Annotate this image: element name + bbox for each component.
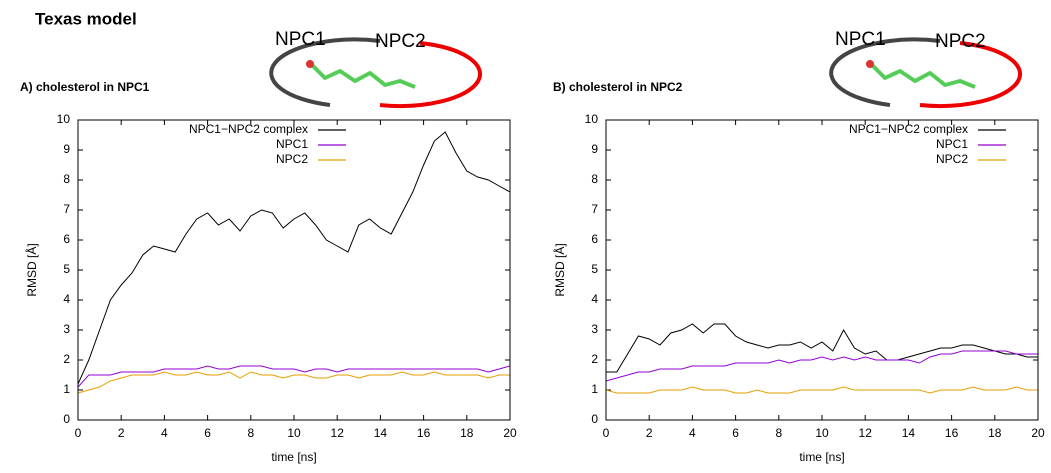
oxygen-atom <box>306 60 314 68</box>
diagram-label: NPC2 <box>375 31 426 52</box>
x-tick-label: 12 <box>331 426 345 440</box>
x-tick-label: 2 <box>118 426 125 440</box>
x-tick-label: 6 <box>732 426 739 440</box>
y-tick-label: 1 <box>63 382 70 396</box>
y-tick-label: 2 <box>63 352 70 366</box>
y-tick-label: 10 <box>57 112 71 126</box>
y-tick-label: 9 <box>591 142 598 156</box>
plot-frame <box>605 119 1039 421</box>
y-tick-label: 1 <box>591 382 598 396</box>
x-tick-label: 4 <box>689 426 696 440</box>
y-tick-label: 9 <box>63 142 70 156</box>
x-tick-label: 8 <box>775 426 782 440</box>
y-tick-label: 7 <box>591 202 598 216</box>
x-tick-label: 18 <box>460 426 474 440</box>
legend-label: NPC2 <box>936 152 968 166</box>
series-line <box>77 131 511 385</box>
oxygen-atom <box>866 60 874 68</box>
molecule <box>310 63 416 89</box>
series-line <box>77 371 510 394</box>
x-axis-label: time [ns] <box>799 450 844 464</box>
y-tick-label: 2 <box>591 352 598 366</box>
x-tick-label: 0 <box>603 426 610 440</box>
series-line <box>606 323 1038 373</box>
y-axis-label: RMSD [Å] <box>24 243 39 296</box>
panel-title: A) cholesterol in NPC1 <box>20 80 150 94</box>
series-line <box>605 386 1038 394</box>
y-tick-label: 10 <box>585 112 599 126</box>
y-tick-label: 7 <box>63 202 70 216</box>
legend-label: NPC1 <box>276 137 308 151</box>
y-tick-label: 0 <box>63 412 70 426</box>
npc1-arc <box>269 37 381 107</box>
series-line <box>77 365 511 388</box>
x-tick-label: 4 <box>161 426 168 440</box>
y-tick-label: 4 <box>63 292 70 306</box>
npc2-arc <box>379 41 483 109</box>
y-tick-label: 0 <box>591 412 598 426</box>
y-tick-label: 6 <box>591 232 598 246</box>
y-tick-label: 3 <box>591 322 598 336</box>
y-tick-label: 5 <box>591 262 598 276</box>
legend-label: NPC1−NPC2 complex <box>849 122 968 136</box>
x-tick-label: 10 <box>287 426 301 440</box>
x-tick-label: 6 <box>204 426 211 440</box>
x-tick-label: 12 <box>859 426 873 440</box>
y-axis-label: RMSD [Å] <box>552 243 567 296</box>
npc2-arc <box>919 41 1023 109</box>
y-tick-label: 6 <box>63 232 70 246</box>
legend-label: NPC2 <box>276 152 308 166</box>
diagram-label: NPC2 <box>935 31 986 52</box>
x-tick-label: 14 <box>374 426 388 440</box>
y-tick-label: 5 <box>63 262 70 276</box>
plot-frame <box>77 119 511 421</box>
x-tick-label: 14 <box>902 426 916 440</box>
x-tick-label: 8 <box>247 426 254 440</box>
x-tick-label: 2 <box>646 426 653 440</box>
legend-label: NPC1−NPC2 complex <box>189 122 308 136</box>
molecule <box>870 63 976 89</box>
x-tick-label: 18 <box>988 426 1002 440</box>
x-tick-label: 0 <box>75 426 82 440</box>
x-tick-label: 10 <box>815 426 829 440</box>
y-tick-label: 3 <box>63 322 70 336</box>
x-axis-label: time [ns] <box>271 450 316 464</box>
x-tick-label: 16 <box>417 426 431 440</box>
x-tick-label: 20 <box>1031 426 1045 440</box>
diagram-label: NPC1 <box>835 29 886 50</box>
x-tick-label: 20 <box>503 426 517 440</box>
panel-title: B) cholesterol in NPC2 <box>553 80 683 94</box>
y-tick-label: 4 <box>591 292 598 306</box>
y-tick-label: 8 <box>591 172 598 186</box>
x-tick-label: 16 <box>945 426 959 440</box>
legend-label: NPC1 <box>936 137 968 151</box>
y-tick-label: 8 <box>63 172 70 186</box>
series-line <box>605 350 1038 382</box>
diagram-label: NPC1 <box>275 29 326 50</box>
figure-title: Texas model <box>35 9 137 28</box>
npc1-arc <box>829 37 941 107</box>
